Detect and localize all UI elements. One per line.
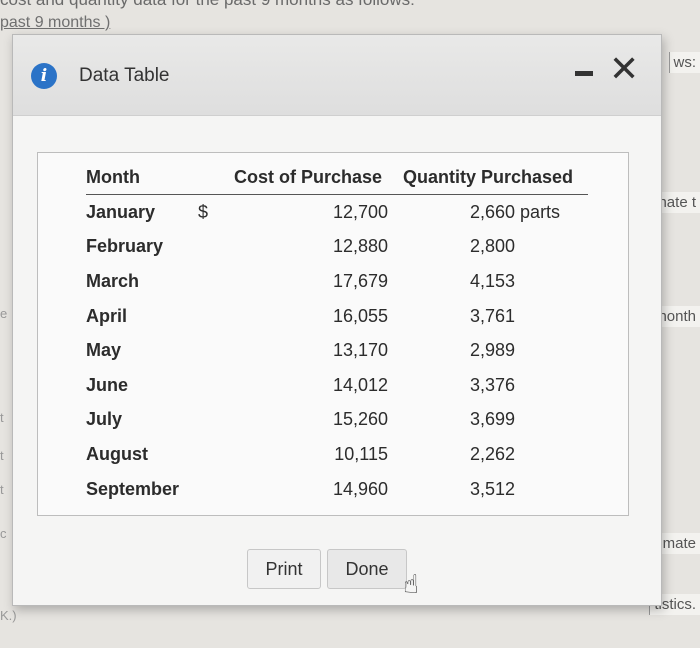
quantity-value: 2,800 — [470, 236, 516, 257]
dialog-title: Data Table — [79, 65, 170, 86]
cost-cell: 14,012 — [332, 374, 388, 395]
data-table-panel: Month Cost of Purchase Quantity Purchase… — [37, 152, 629, 516]
done-button[interactable]: Done — [327, 549, 407, 589]
quantity-cell: 3,512 — [388, 472, 588, 507]
quantity-value: 4,153 — [470, 270, 516, 291]
background-left-fragment: t — [0, 482, 4, 497]
table-header-row: Month Cost of Purchase Quantity Purchase… — [86, 163, 588, 195]
background-right-fragment: ws: — [668, 52, 700, 73]
table-row: April 16,055 3,761 — [86, 299, 588, 334]
table-row: February 12,880 2,800 — [86, 230, 588, 265]
quantity-value: 3,512 — [470, 478, 516, 499]
month-cell: September — [86, 478, 180, 499]
header-quantity: Quantity Purchased — [388, 163, 588, 195]
month-cell: March — [86, 270, 140, 291]
currency-symbol — [198, 472, 218, 507]
table-row: March 17,679 4,153 — [86, 264, 588, 299]
table-row: August 10,115 2,262 — [86, 437, 588, 472]
cost-cell: 12,700 — [332, 201, 388, 222]
currency-symbol — [198, 299, 218, 334]
quantity-value: 3,761 — [470, 305, 516, 326]
background-left-fragment: e — [0, 306, 8, 321]
background-right-fragment: nate t — [653, 192, 700, 213]
month-cell: August — [86, 443, 148, 464]
background-right-fragment: timate — [650, 533, 700, 554]
month-cell: June — [86, 374, 129, 395]
dialog-titlebar[interactable]: i Data Table ✕ — [13, 35, 661, 116]
quantity-value: 3,699 — [470, 409, 516, 430]
table-row: September 14,960 3,512 — [86, 472, 588, 507]
table-row: May 13,170 2,989 — [86, 333, 588, 368]
currency-symbol — [198, 230, 218, 265]
data-table-dialog: i Data Table ✕ Month Cost of Purchase Qu… — [12, 34, 662, 606]
quantity-cell: 3,376 — [388, 368, 588, 403]
currency-symbol — [198, 403, 218, 438]
header-month: Month — [86, 163, 198, 195]
quantity-cell: 3,761 — [388, 299, 588, 334]
table-row: June 14,012 3,376 — [86, 368, 588, 403]
minimize-icon[interactable] — [575, 71, 593, 76]
background-left-fragment: K.) — [0, 608, 17, 623]
background-instructions-text: cost and quantity data for the past 9 mo… — [0, 0, 700, 12]
table-row: January $12,700 2,660 parts — [86, 195, 588, 230]
month-cell: July — [86, 409, 123, 430]
quantity-value: 2,989 — [470, 340, 516, 361]
month-cell: February — [86, 236, 164, 257]
quantity-cell: 2,989 — [388, 333, 588, 368]
quantity-cell: 3,699 — [388, 403, 588, 438]
cost-cell: 12,880 — [332, 236, 388, 257]
currency-symbol — [198, 368, 218, 403]
currency-symbol — [198, 437, 218, 472]
quantity-value: 3,376 — [470, 374, 516, 395]
table-row: July 15,260 3,699 — [86, 403, 588, 438]
header-cost: Cost of Purchase — [198, 163, 388, 195]
quantity-cell: 2,262 — [388, 437, 588, 472]
currency-symbol — [198, 264, 218, 299]
quantity-cell: 2,660 parts — [388, 195, 588, 230]
cost-cell: 10,115 — [334, 443, 388, 464]
hand-pointer-icon: ☝ — [403, 569, 419, 599]
background-instructions-line2: past 9 months ) — [0, 14, 111, 31]
print-button[interactable]: Print — [247, 549, 321, 589]
cost-cell: 17,679 — [332, 270, 388, 291]
month-cell: May — [86, 340, 122, 361]
cost-cell: 14,960 — [332, 478, 388, 499]
background-left-fragment: c — [0, 526, 7, 541]
quantity-value: 2,262 — [470, 443, 516, 464]
currency-symbol — [198, 333, 218, 368]
info-icon: i — [31, 63, 57, 89]
background-left-fragment: t — [0, 448, 4, 463]
data-table: Month Cost of Purchase Quantity Purchase… — [86, 163, 588, 506]
cost-cell: 15,260 — [332, 409, 388, 430]
cost-cell: 16,055 — [332, 305, 388, 326]
month-cell: January — [86, 201, 156, 222]
quantity-cell: 2,800 — [388, 230, 588, 265]
close-icon[interactable]: ✕ — [609, 48, 640, 89]
quantity-value: 2,660 parts — [470, 201, 561, 222]
month-cell: April — [86, 305, 128, 326]
quantity-cell: 4,153 — [388, 264, 588, 299]
cost-cell: 13,170 — [332, 340, 388, 361]
currency-symbol: $ — [198, 201, 209, 222]
background-left-fragment: t — [0, 410, 4, 425]
